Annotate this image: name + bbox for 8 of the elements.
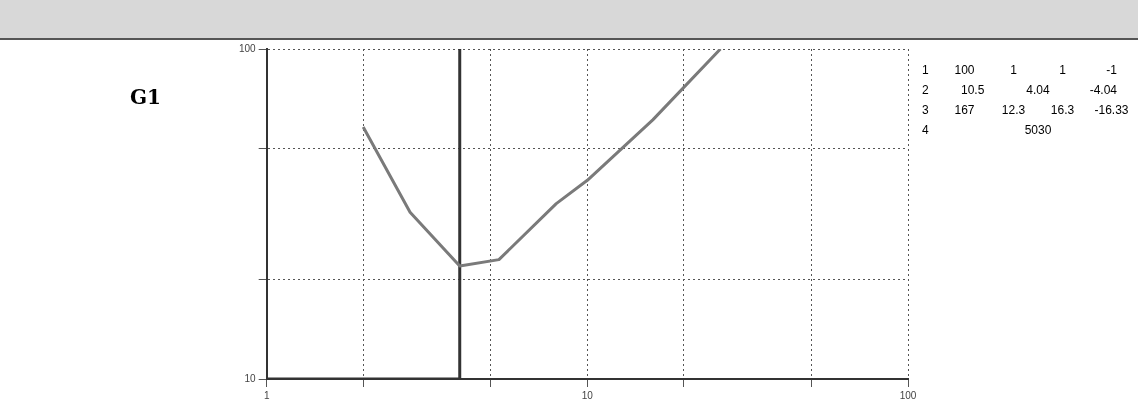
text: G1 [130,85,161,109]
text: 4 5030 [922,123,1052,137]
x-tick-label: 1 [263,389,270,401]
x-tick-label: 10 [581,389,594,401]
text: 2 10.5 4.04 -4.04 [922,83,1117,97]
text: 3 167 12.3 16.3 -16.33 [922,103,1129,117]
text: 1 100 1 1 -1 [922,63,1117,77]
x-tick-label: 100 [899,389,917,401]
